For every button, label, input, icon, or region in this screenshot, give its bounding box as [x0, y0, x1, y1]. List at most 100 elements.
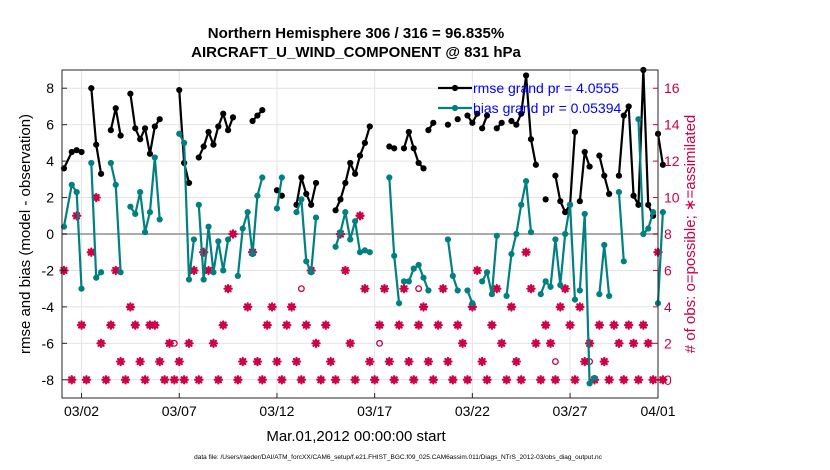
bias-point — [405, 278, 412, 285]
right-tick-label: 8 — [664, 226, 672, 242]
bias-point — [479, 278, 486, 285]
obs-assimilated-stroke — [600, 357, 608, 366]
obs-assimilated-stroke — [458, 339, 467, 347]
legend-label-bias: bias grand pr = 0.05394 — [473, 100, 621, 116]
bias-point — [640, 230, 647, 238]
obs-assimilated-stroke — [346, 339, 354, 347]
rmse-point — [576, 198, 583, 205]
obs-assimilated-marker — [282, 320, 292, 330]
bias-point — [234, 272, 241, 280]
obs-assimilated-stroke — [644, 339, 652, 347]
obs-assimilated-stroke — [434, 321, 442, 329]
obs-assimilated-stroke — [77, 321, 86, 329]
obs-assimilated-marker — [614, 338, 624, 349]
obs-assimilated-stroke — [180, 376, 188, 384]
x-tick-label: 03/27 — [553, 403, 588, 419]
obs-assimilated-marker — [155, 356, 165, 367]
x-tick-label: 03/02 — [64, 403, 99, 419]
bias-point — [205, 223, 212, 230]
obs-assimilated-marker — [433, 320, 443, 330]
obs-assimilated-stroke — [512, 357, 520, 366]
bias-point — [127, 203, 134, 210]
bias-point — [347, 236, 354, 243]
bias-point — [293, 209, 300, 216]
obs-assimilated-stroke — [229, 230, 237, 238]
bias-point — [137, 188, 144, 196]
obs-assimilated-marker — [321, 320, 331, 330]
obs-assimilated-marker — [96, 338, 106, 349]
bias-point — [117, 269, 124, 276]
bias-point — [93, 274, 100, 281]
bias-point — [88, 159, 95, 167]
obs-assimilated-marker — [540, 320, 551, 330]
obs-assimilated-stroke — [439, 285, 447, 293]
obs-assimilated-stroke — [268, 303, 276, 311]
obs-assimilated-marker — [218, 320, 228, 330]
obs-assimilated-stroke — [488, 321, 496, 329]
bias-point — [601, 241, 608, 249]
right-tick-label: 4 — [664, 299, 672, 315]
bias-point — [571, 296, 579, 303]
obs-assimilated-marker — [301, 320, 311, 330]
right-tick-label: 12 — [664, 153, 680, 169]
obs-assimilated-marker — [125, 302, 136, 312]
obs-assimilated-stroke — [493, 285, 501, 293]
rmse-point — [308, 201, 315, 208]
obs-assimilated-stroke — [331, 376, 340, 384]
left-tick-label: 0 — [46, 226, 54, 242]
bias-point — [659, 209, 666, 216]
bias-point — [97, 269, 105, 276]
bias-point — [391, 252, 398, 259]
rmse-point — [141, 125, 149, 132]
bias-point — [454, 287, 461, 294]
bias-series-line — [178, 133, 195, 281]
right-tick-label: 6 — [664, 262, 672, 278]
obs-possible-marker — [170, 339, 178, 347]
obs-assimilated-marker — [399, 283, 409, 294]
obs-possible-marker — [297, 285, 305, 293]
obs-assimilated-marker — [536, 375, 546, 385]
obs-assimilated-marker — [560, 283, 570, 294]
rmse-point — [366, 123, 373, 130]
obs-assimilated-stroke — [419, 303, 428, 311]
obs-assimilated-stroke — [581, 357, 589, 366]
bias-series-line — [481, 235, 498, 296]
bias-point — [410, 265, 417, 272]
obs-assimilated-stroke — [317, 376, 325, 384]
obs-assimilated-stroke — [356, 212, 364, 220]
rmse-point — [620, 112, 627, 119]
left-tick-label: 6 — [46, 117, 54, 133]
rmse-point — [259, 106, 266, 114]
rmse-point — [415, 159, 422, 167]
obs-assimilated-marker — [316, 375, 326, 385]
bias-point — [312, 214, 320, 221]
bias-point — [107, 159, 114, 167]
obs-assimilated-stroke — [253, 357, 262, 366]
rmse-point — [479, 125, 486, 132]
rmse-point — [68, 148, 75, 156]
rmse-point — [215, 123, 222, 130]
bias-point — [78, 285, 85, 292]
obs-assimilated-marker — [169, 375, 180, 385]
legend-label-rmse: rmse grand pr = 4.0555 — [473, 80, 619, 96]
obs-assimilated-marker — [213, 375, 224, 385]
bias-point — [342, 209, 349, 216]
obs-assimilated-stroke — [639, 321, 647, 329]
rmse-point — [73, 147, 80, 154]
bias-point — [181, 139, 188, 146]
bias-point — [244, 209, 251, 216]
bias-point — [566, 201, 574, 208]
bias-point — [527, 229, 535, 236]
rmse-point — [483, 112, 491, 119]
obs-assimilated-stroke — [595, 321, 604, 329]
obs-assimilated-stroke — [517, 376, 525, 384]
obs-assimilated-marker — [594, 320, 605, 330]
obs-assimilated-stroke — [424, 357, 433, 366]
obs-assimilated-marker — [140, 375, 150, 385]
obs-assimilated-stroke — [107, 321, 115, 329]
obs-assimilated-marker — [565, 320, 575, 330]
right-tick-label: 0 — [664, 372, 672, 388]
obs-assimilated-stroke — [454, 321, 462, 329]
obs-assimilated-marker — [174, 356, 184, 367]
bias-point — [420, 274, 427, 281]
